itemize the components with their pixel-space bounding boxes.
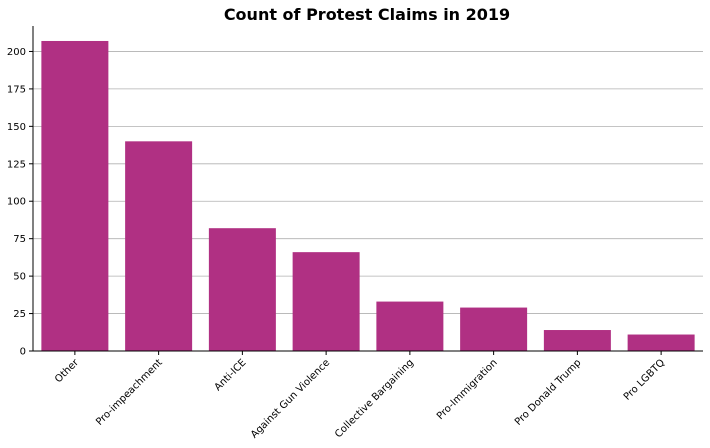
y-tick-label: 25 <box>13 309 26 320</box>
x-tick-label: Against Gun Violence <box>249 357 332 440</box>
y-tick-label: 125 <box>7 159 26 170</box>
x-tick-labels: Other Pro-impeachment Anti-ICE Against Gun … <box>53 357 667 441</box>
y-tick-label: 100 <box>7 197 26 208</box>
x-tick-label: Pro Donald Trump <box>513 357 584 428</box>
y-tick-label: 175 <box>7 84 26 95</box>
x-tick-label: Pro-Immigration <box>435 357 500 422</box>
y-tick-label: 75 <box>13 234 26 245</box>
y-tick-label: 200 <box>7 47 26 58</box>
x-tick-label: Anti-ICE <box>213 357 249 393</box>
axes <box>29 26 703 355</box>
bar <box>627 334 695 351</box>
x-tick-label: Pro-impeachment <box>94 357 165 428</box>
y-tick-labels: 0 25 50 75 100 125 150 175 200 <box>7 47 26 358</box>
y-tick-label: 50 <box>13 272 26 283</box>
bar <box>460 307 528 351</box>
bar <box>125 141 193 351</box>
bar <box>41 40 109 351</box>
x-tick-label: Other <box>53 357 81 385</box>
y-tick-label: 150 <box>7 122 26 133</box>
bar <box>292 252 360 351</box>
bar <box>376 301 444 351</box>
x-tick-label: Collective Bargaining <box>333 357 416 440</box>
bar <box>543 330 611 351</box>
bars <box>41 40 695 351</box>
y-tick-label: 0 <box>20 347 26 358</box>
x-tick-label: Pro LGBTQ <box>622 357 667 402</box>
bar <box>208 228 276 351</box>
chart-title: Count of Protest Claims in 2019 <box>224 5 510 24</box>
